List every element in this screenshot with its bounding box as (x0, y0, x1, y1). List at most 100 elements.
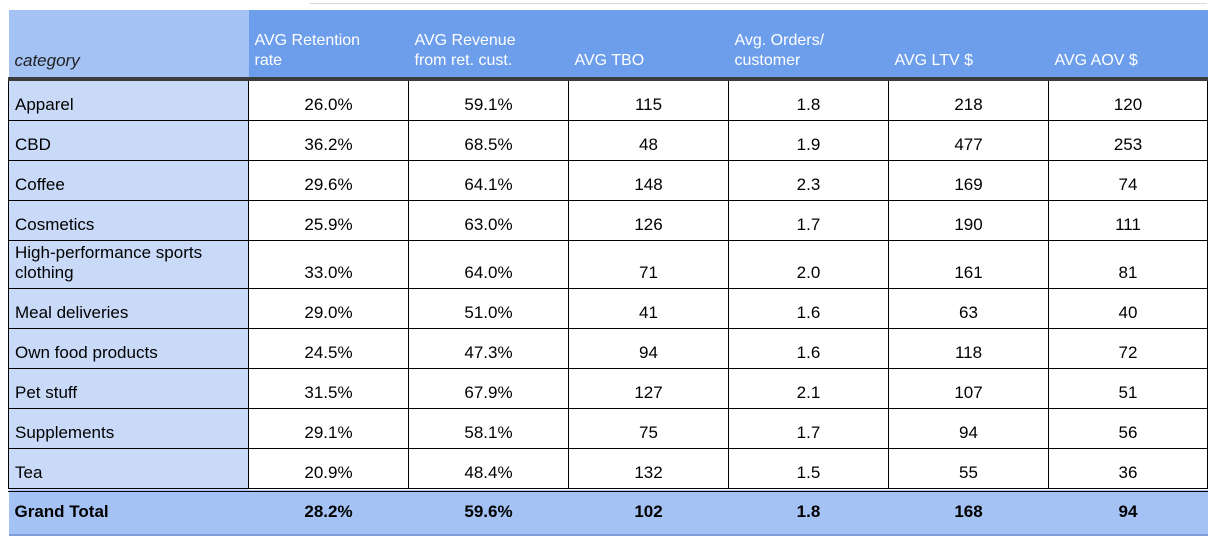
value-cell: 75 (568, 408, 729, 449)
category-cell: Tea (8, 448, 249, 491)
table-row: Supplements 29.1% 58.1% 75 1.7 94 56 (8, 408, 1208, 449)
value-cell: 63.0% (408, 200, 569, 241)
column-header-metric: Avg. Orders/ customer (728, 10, 889, 81)
grand-total-value-cell: 102 (568, 488, 729, 536)
category-cell: Apparel (8, 78, 249, 121)
value-cell: 41 (568, 288, 729, 329)
column-header-metric: AVG Retention rate (248, 10, 409, 81)
table-body: Apparel 26.0% 59.1% 115 1.8 218 120 CBD 36.2% 68.… (8, 78, 1208, 536)
value-cell: 67.9% (408, 368, 569, 409)
value-cell: 64.1% (408, 160, 569, 201)
category-cell: Coffee (8, 160, 249, 201)
value-cell: 111 (1048, 200, 1208, 241)
table-row: CBD 36.2% 68.5% 48 1.9 477 253 (8, 120, 1208, 161)
value-cell: 161 (888, 240, 1049, 289)
value-cell: 118 (888, 328, 1049, 369)
value-cell: 127 (568, 368, 729, 409)
value-cell: 1.7 (728, 408, 889, 449)
value-cell: 64.0% (408, 240, 569, 289)
value-cell: 74 (1048, 160, 1208, 201)
value-cell: 29.0% (248, 288, 409, 329)
value-cell: 94 (568, 328, 729, 369)
value-cell: 1.5 (728, 448, 889, 491)
value-cell: 68.5% (408, 120, 569, 161)
value-cell: 1.9 (728, 120, 889, 161)
column-header-metric: AVG Revenue from ret. cust. (408, 10, 569, 81)
value-cell: 1.8 (728, 78, 889, 121)
table-row: Own food products 24.5% 47.3% 94 1.6 118 72 (8, 328, 1208, 369)
value-cell: 115 (568, 78, 729, 121)
value-cell: 2.3 (728, 160, 889, 201)
value-cell: 253 (1048, 120, 1208, 161)
value-cell: 56 (1048, 408, 1208, 449)
grand-total-label: Grand Total (8, 488, 249, 536)
value-cell: 1.6 (728, 328, 889, 369)
table-row: Pet stuff 31.5% 67.9% 127 2.1 107 51 (8, 368, 1208, 409)
column-header-metric: AVG LTV $ (888, 10, 1049, 81)
column-header-category: category (8, 10, 249, 81)
value-cell: 218 (888, 78, 1049, 121)
grand-total-value-cell: 168 (888, 488, 1049, 536)
table-row: Tea 20.9% 48.4% 132 1.5 55 36 (8, 448, 1208, 491)
metrics-table: category AVG Retention rate AVG Revenue f… (8, 10, 1208, 536)
category-cell: Meal deliveries (8, 288, 249, 329)
grand-total-value-cell: 94 (1048, 488, 1208, 536)
value-cell: 24.5% (248, 328, 409, 369)
value-cell: 120 (1048, 78, 1208, 121)
value-cell: 126 (568, 200, 729, 241)
table-row: Cosmetics 25.9% 63.0% 126 1.7 190 111 (8, 200, 1208, 241)
value-cell: 31.5% (248, 368, 409, 409)
value-cell: 26.0% (248, 78, 409, 121)
value-cell: 36 (1048, 448, 1208, 491)
table-row: High-performance sports clothing 33.0% 64.… (8, 240, 1208, 289)
sheet-gridline-remnant (310, 3, 1207, 4)
grand-total-row: Grand Total 28.2% 59.6% 102 1.8 168 94 (8, 488, 1208, 536)
value-cell: 1.6 (728, 288, 889, 329)
value-cell: 71 (568, 240, 729, 289)
value-cell: 40 (1048, 288, 1208, 329)
column-header-metric: AVG TBO (568, 10, 729, 81)
value-cell: 51 (1048, 368, 1208, 409)
value-cell: 29.6% (248, 160, 409, 201)
value-cell: 33.0% (248, 240, 409, 289)
value-cell: 47.3% (408, 328, 569, 369)
table-row: Apparel 26.0% 59.1% 115 1.8 218 120 (8, 78, 1208, 121)
table-header: category AVG Retention rate AVG Revenue f… (8, 10, 1208, 81)
value-cell: 94 (888, 408, 1049, 449)
value-cell: 1.7 (728, 200, 889, 241)
category-cell: Own food products (8, 328, 249, 369)
table-row: Coffee 29.6% 64.1% 148 2.3 169 74 (8, 160, 1208, 201)
value-cell: 48 (568, 120, 729, 161)
value-cell: 51.0% (408, 288, 569, 329)
category-cell: CBD (8, 120, 249, 161)
value-cell: 36.2% (248, 120, 409, 161)
value-cell: 2.0 (728, 240, 889, 289)
value-cell: 25.9% (248, 200, 409, 241)
value-cell: 81 (1048, 240, 1208, 289)
value-cell: 58.1% (408, 408, 569, 449)
value-cell: 48.4% (408, 448, 569, 491)
value-cell: 20.9% (248, 448, 409, 491)
grand-total-value-cell: 59.6% (408, 488, 569, 536)
value-cell: 55 (888, 448, 1049, 491)
value-cell: 29.1% (248, 408, 409, 449)
value-cell: 132 (568, 448, 729, 491)
grand-total-value-cell: 1.8 (728, 488, 889, 536)
value-cell: 107 (888, 368, 1049, 409)
value-cell: 190 (888, 200, 1049, 241)
value-cell: 2.1 (728, 368, 889, 409)
value-cell: 59.1% (408, 78, 569, 121)
value-cell: 63 (888, 288, 1049, 329)
value-cell: 148 (568, 160, 729, 201)
header-row: category AVG Retention rate AVG Revenue f… (8, 10, 1208, 81)
value-cell: 477 (888, 120, 1049, 161)
category-cell: Cosmetics (8, 200, 249, 241)
category-cell: Pet stuff (8, 368, 249, 409)
column-header-metric: AVG AOV $ (1048, 10, 1208, 81)
value-cell: 169 (888, 160, 1049, 201)
category-cell: Supplements (8, 408, 249, 449)
grand-total-value-cell: 28.2% (248, 488, 409, 536)
table-row: Meal deliveries 29.0% 51.0% 41 1.6 63 40 (8, 288, 1208, 329)
category-cell: High-performance sports clothing (8, 240, 249, 289)
value-cell: 72 (1048, 328, 1208, 369)
